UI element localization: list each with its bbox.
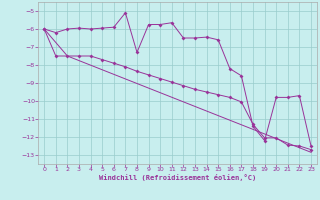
X-axis label: Windchill (Refroidissement éolien,°C): Windchill (Refroidissement éolien,°C): [99, 174, 256, 181]
